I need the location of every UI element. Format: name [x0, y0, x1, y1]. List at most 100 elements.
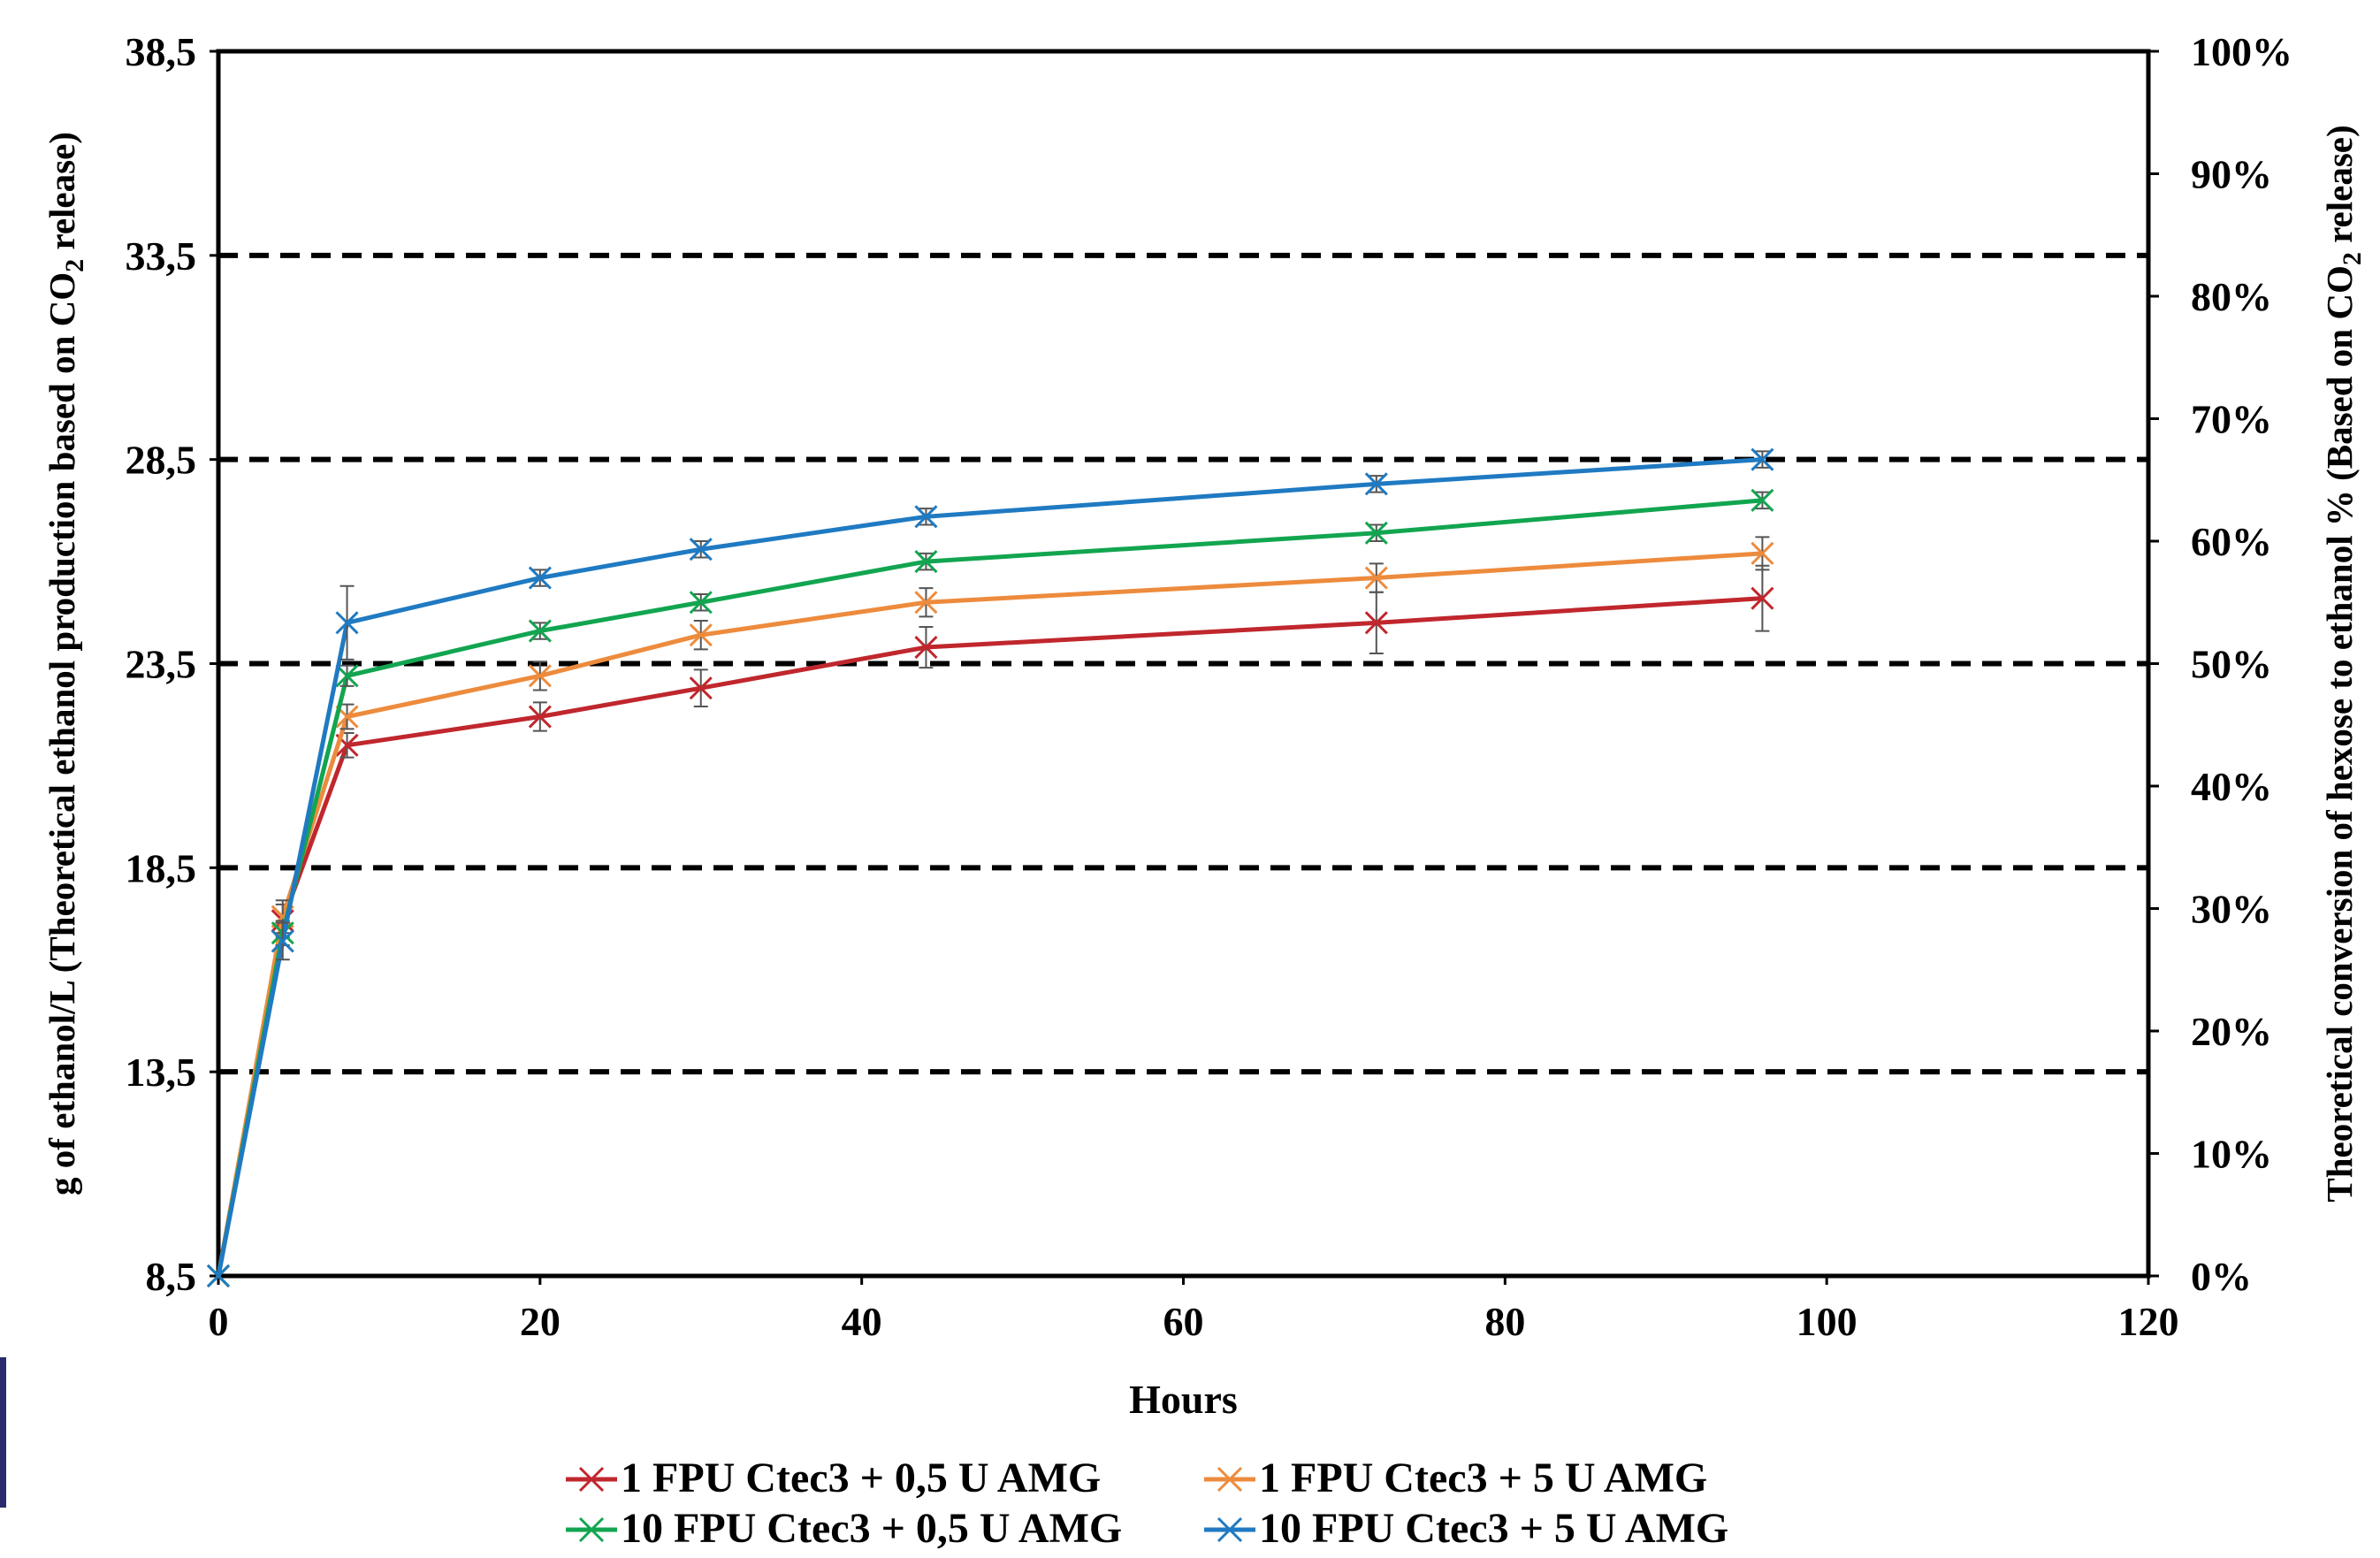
marker-stroke	[528, 619, 552, 643]
data-point-marker	[1364, 472, 1388, 496]
legend-label: 10 FPU Ctec3 + 0,5 U AMG	[621, 1505, 1122, 1552]
x-tick-label: 0	[209, 1299, 229, 1344]
data-point-marker	[1751, 586, 1774, 610]
x-tick-label: 100	[1796, 1299, 1857, 1344]
gridlines	[218, 252, 2148, 1075]
series-line	[216, 596, 1763, 1277]
data-point-marker	[1751, 488, 1774, 512]
y-right-tick-label: 30%	[2191, 887, 2272, 932]
data-point-marker	[1751, 447, 1774, 471]
marker-stroke	[914, 550, 938, 574]
series-2	[206, 488, 1774, 1288]
marker-stroke	[335, 733, 359, 757]
y-right-tick-label: 0%	[2191, 1254, 2252, 1299]
legend-label: 10 FPU Ctec3 + 5 U AMG	[1259, 1505, 1728, 1552]
marker-stroke	[689, 623, 713, 647]
y-left-tick-label: 23,5	[126, 642, 197, 687]
marker-stroke	[689, 676, 713, 700]
left-y-axis-title-end: release)	[42, 132, 82, 259]
marker-stroke	[1751, 447, 1774, 471]
series-0	[206, 564, 1774, 1288]
marker-stroke	[914, 591, 938, 615]
x-axis-title: Hours	[1129, 1377, 1238, 1422]
marker-stroke	[1751, 488, 1774, 512]
marker-stroke	[335, 705, 359, 729]
data-point-marker	[689, 623, 713, 647]
data-point-marker	[689, 538, 713, 561]
x-tick-label: 120	[2118, 1299, 2179, 1344]
data-point-marker	[1364, 521, 1388, 545]
y-left-tick-label: 13,5	[126, 1050, 197, 1095]
marker-stroke	[1751, 586, 1774, 610]
y-right-tick-label: 80%	[2191, 274, 2272, 319]
series-group	[206, 447, 1774, 1288]
data-point-marker	[528, 566, 552, 590]
marker-stroke	[528, 566, 552, 590]
marker-stroke	[689, 591, 713, 615]
y-right-tick-label: 50%	[2191, 642, 2272, 687]
y-right-tick-label: 70%	[2191, 397, 2272, 442]
y-right-tick-label: 20%	[2191, 1009, 2272, 1054]
data-point-marker	[528, 705, 552, 729]
y-right-tick-label: 100%	[2191, 29, 2292, 74]
marker-stroke	[335, 664, 359, 688]
legend-label: 1 FPU Ctec3 + 0,5 U AMG	[621, 1455, 1101, 1501]
right-y-axis-title-end: release)	[2319, 125, 2360, 252]
legend-swatch-marker	[578, 1466, 605, 1493]
x-tick-label: 40	[842, 1299, 882, 1344]
legend: 1 FPU Ctec3 + 0,5 U AMG 1 FPU Ctec3 + 5 U…	[566, 1455, 1728, 1552]
series-line	[216, 498, 1763, 1277]
marker-stroke	[689, 538, 713, 561]
legend-swatch-marker	[578, 1516, 605, 1543]
marker-stroke	[914, 635, 938, 660]
legend-swatch-marker	[1217, 1516, 1243, 1543]
marker-stroke	[1364, 566, 1388, 590]
y-right-tick-label: 10%	[2191, 1132, 2272, 1177]
data-point-marker	[271, 929, 294, 953]
axis-ticks: 0 20 40 60 80 100 120 8,5 13,5 18,5 23,5 28,5 33,5 38…	[126, 29, 2293, 1344]
marker-stroke	[1217, 1516, 1243, 1543]
marker-stroke	[1751, 541, 1774, 565]
x-tick-label: 20	[520, 1299, 561, 1344]
marker-stroke	[578, 1516, 605, 1543]
right-y-axis-title-main: Theoretical conversion of hexose to etha…	[2319, 265, 2360, 1203]
left-y-axis-title: g of ethanol/L (Theoretical ethanol prod…	[42, 132, 89, 1195]
left-edge-accent-bar	[0, 1357, 6, 1508]
right-y-axis-title: Theoretical conversion of hexose to etha…	[2319, 125, 2367, 1202]
data-point-marker	[914, 591, 938, 615]
legend-label: 1 FPU Ctec3 + 5 U AMG	[1259, 1455, 1707, 1501]
data-point-marker	[689, 591, 713, 615]
data-point-marker	[528, 664, 552, 688]
series-line	[216, 457, 1763, 1277]
y-left-tick-label: 8,5	[146, 1254, 197, 1299]
data-point-marker	[206, 1264, 231, 1288]
legend-item-1: 1 FPU Ctec3 + 5 U AMG	[1204, 1455, 1707, 1501]
data-point-marker	[689, 676, 713, 700]
legend-swatch-marker	[1217, 1466, 1243, 1493]
series-3	[206, 447, 1774, 1288]
left-y-axis-title-main: g of ethanol/L (Theoretical ethanol prod…	[42, 272, 82, 1195]
legend-item-0: 1 FPU Ctec3 + 0,5 U AMG	[566, 1455, 1101, 1501]
marker-stroke	[1364, 472, 1388, 496]
y-right-tick-label: 40%	[2191, 764, 2272, 809]
y-right-tick-label: 60%	[2191, 519, 2272, 564]
marker-stroke	[1364, 611, 1388, 635]
marker-stroke	[1217, 1466, 1243, 1493]
y-left-tick-label: 28,5	[126, 438, 197, 483]
y-left-tick-label: 38,5	[126, 29, 197, 74]
marker-stroke	[335, 611, 359, 635]
legend-item-2: 10 FPU Ctec3 + 0,5 U AMG	[566, 1505, 1122, 1552]
data-point-marker	[335, 611, 359, 635]
marker-stroke	[528, 705, 552, 729]
marker-stroke	[914, 505, 938, 529]
data-point-marker	[1364, 566, 1388, 590]
right-y-axis-title-subscript: 2	[2338, 252, 2367, 265]
marker-stroke	[206, 1264, 231, 1288]
marker-stroke	[528, 664, 552, 688]
series-1	[206, 536, 1774, 1288]
data-point-marker	[914, 505, 938, 529]
data-point-marker	[528, 619, 552, 643]
y-left-tick-label: 33,5	[126, 233, 197, 279]
data-point-marker	[1751, 541, 1774, 565]
